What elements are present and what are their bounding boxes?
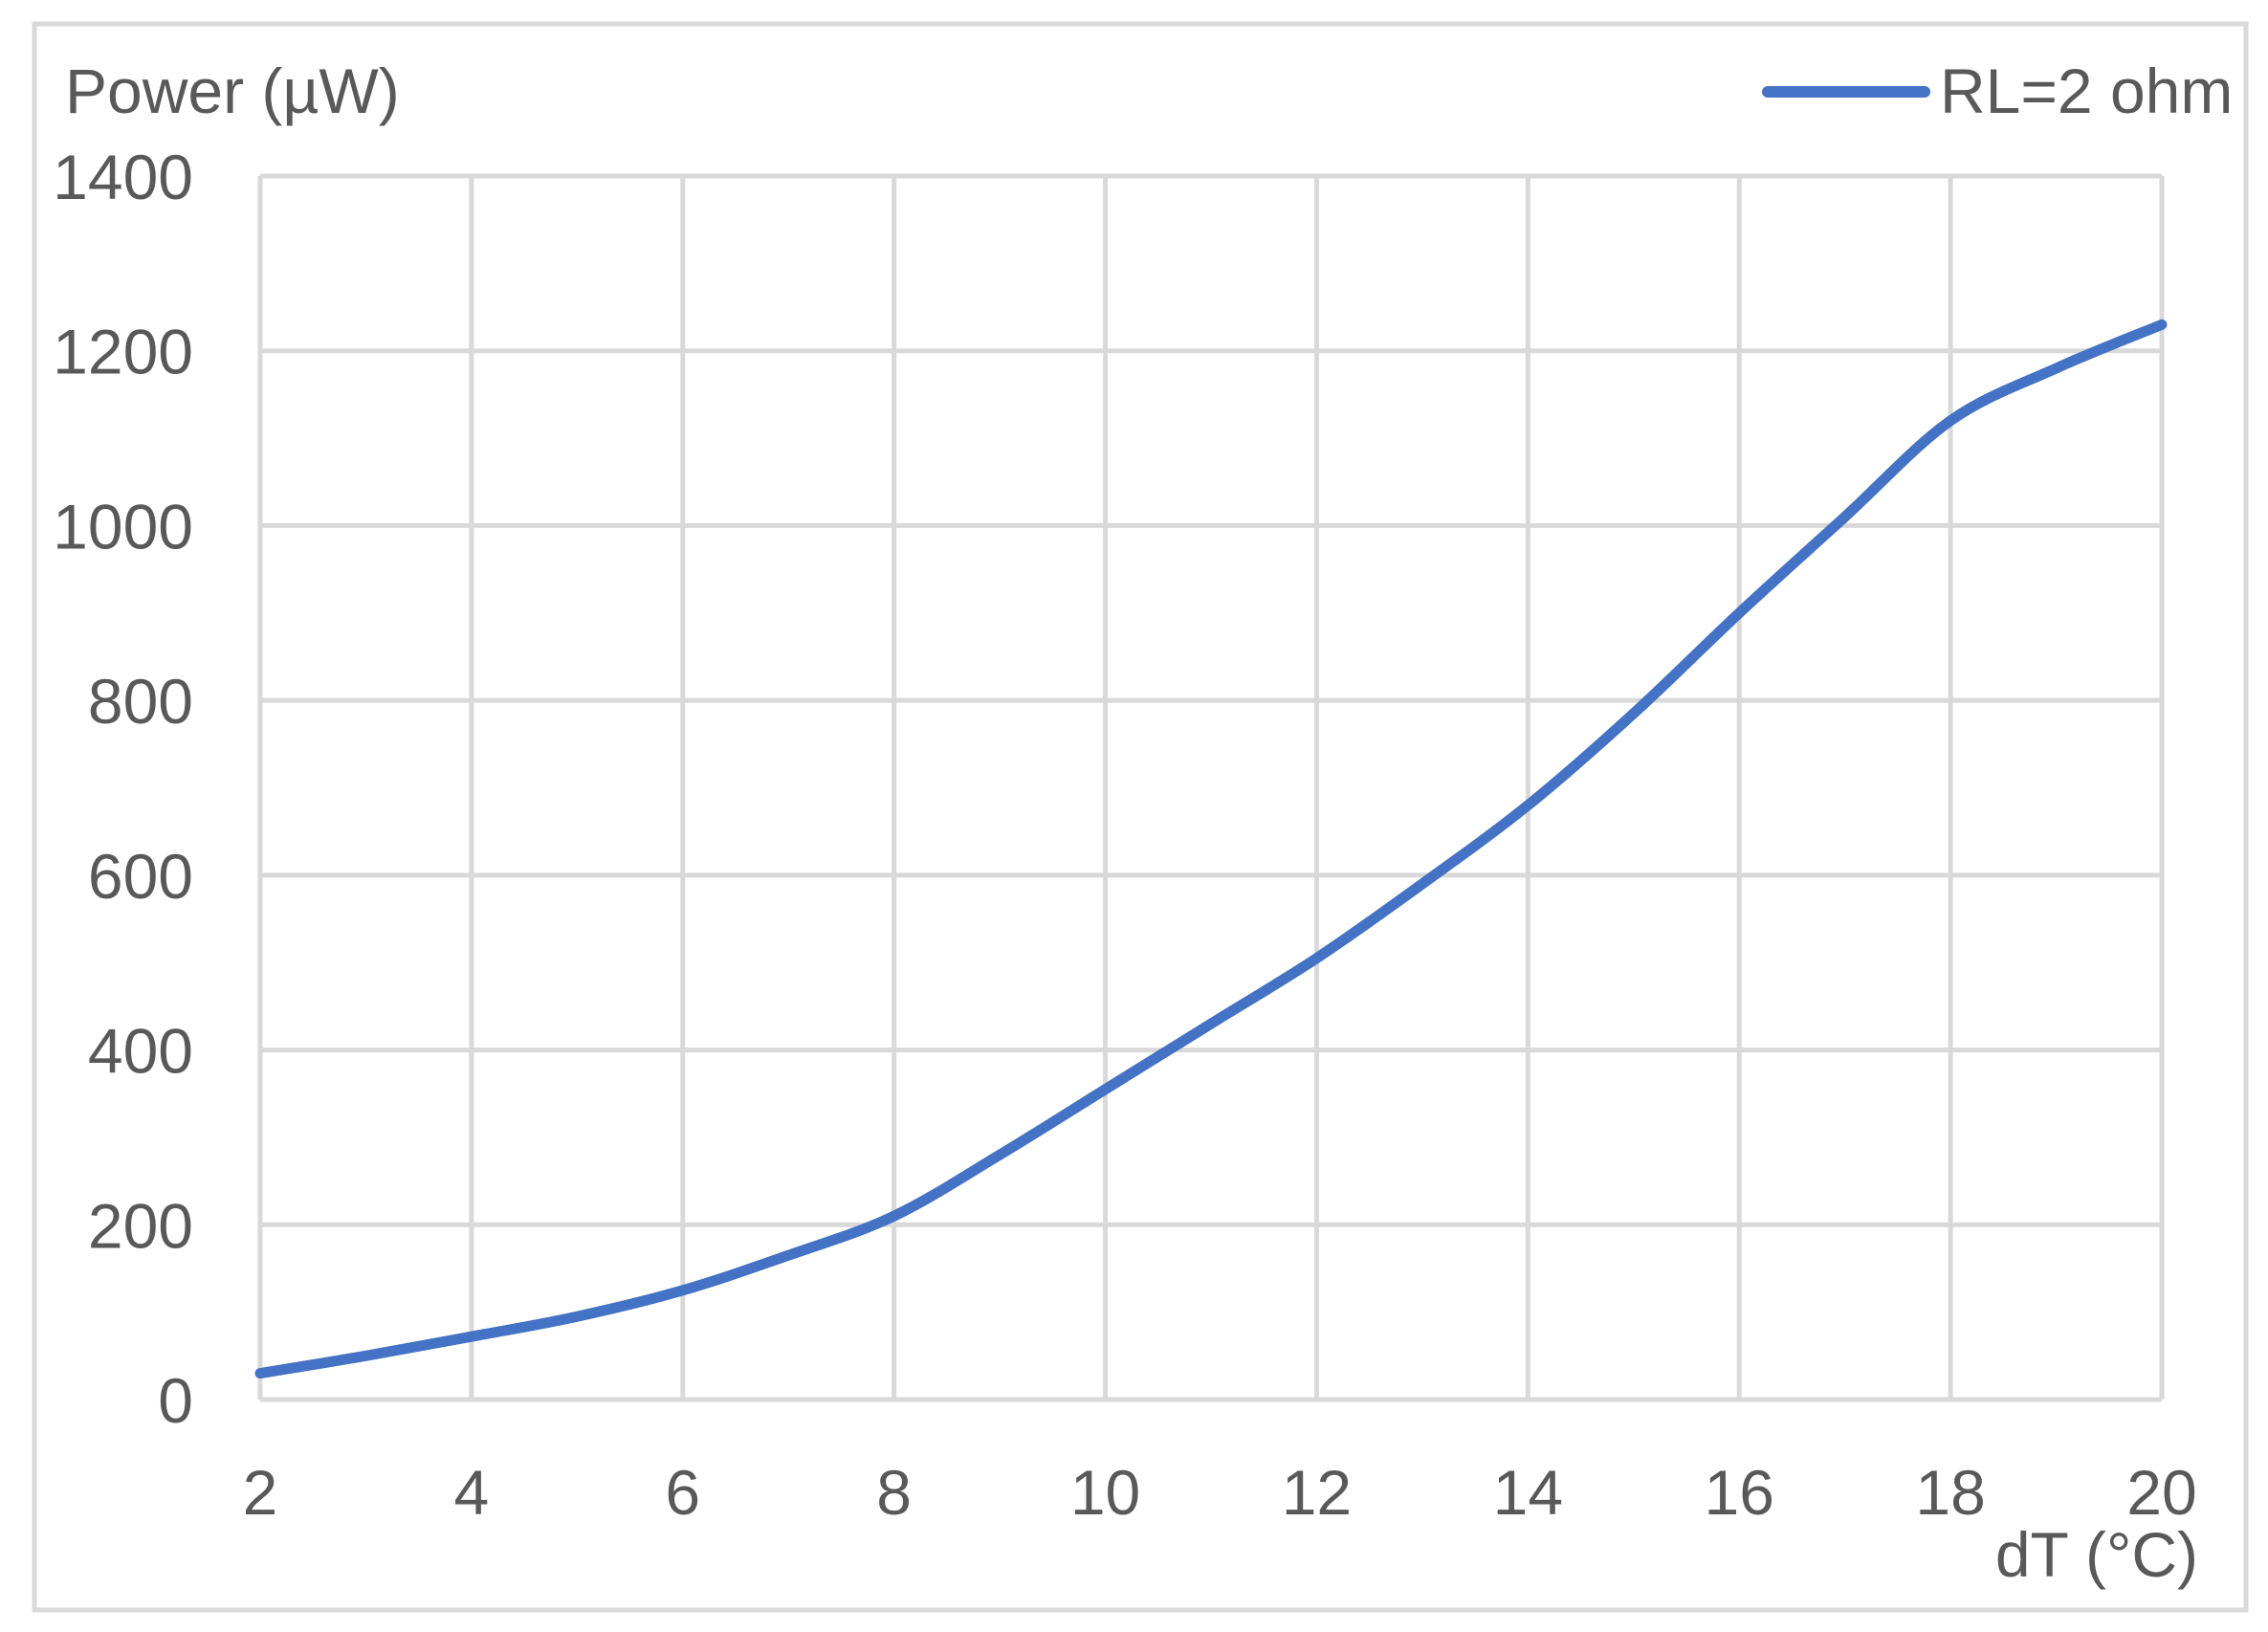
series-line-rl-2-ohm bbox=[254, 319, 2168, 1379]
gridlines bbox=[257, 173, 2165, 1402]
chart-area-border bbox=[32, 21, 2249, 1613]
y-tick-label: 1000 bbox=[53, 491, 193, 562]
x-tick-label: 2 bbox=[243, 1457, 278, 1528]
x-tick-label: 20 bbox=[2126, 1457, 2196, 1528]
x-tick-label: 8 bbox=[876, 1457, 912, 1528]
y-tick-label: 200 bbox=[88, 1190, 193, 1261]
x-tick-label: 14 bbox=[1493, 1457, 1563, 1528]
y-tick-label: 1400 bbox=[53, 142, 193, 212]
x-tick-label: 4 bbox=[454, 1457, 490, 1528]
legend: RL=2 ohm bbox=[1762, 55, 2233, 126]
legend-label-rl-2-ohm: RL=2 ohm bbox=[1940, 55, 2233, 126]
y-tick-label: 1200 bbox=[53, 317, 193, 387]
x-tick-label: 16 bbox=[1705, 1457, 1774, 1528]
x-tick-label: 18 bbox=[1915, 1457, 1985, 1528]
x-axis-label: dT (°C) bbox=[1995, 1519, 2198, 1590]
y-tick-label: 600 bbox=[88, 841, 193, 912]
x-tick-label: 10 bbox=[1070, 1457, 1140, 1528]
y-axis-label: Power (µW) bbox=[65, 55, 400, 126]
y-tick-label: 400 bbox=[88, 1016, 193, 1087]
y-tick-label: 800 bbox=[88, 666, 193, 737]
x-tick-label: 12 bbox=[1282, 1457, 1352, 1528]
tick-labels: 2 4 6 8 10 12 14 16 18 20020040060080010001200140… bbox=[53, 142, 2197, 1528]
y-tick-label: 0 bbox=[158, 1365, 193, 1436]
x-tick-label: 6 bbox=[665, 1457, 700, 1528]
series-layer bbox=[254, 319, 2168, 1379]
